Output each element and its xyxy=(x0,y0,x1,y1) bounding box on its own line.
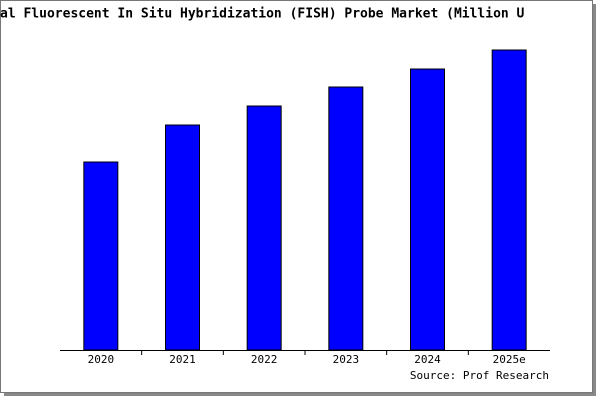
bar xyxy=(491,49,527,351)
x-tick-label: 2020 xyxy=(88,353,115,366)
bar xyxy=(246,105,282,351)
source-note: Source: Prof Research xyxy=(410,369,549,382)
x-tick-label: 2024 xyxy=(414,353,441,366)
x-tick-label: 2025e xyxy=(493,353,526,366)
bar xyxy=(165,124,200,351)
chart-title: al Fluorescent In Situ Hybridization (FI… xyxy=(0,7,525,22)
bar xyxy=(328,86,364,351)
x-tick-label: 2022 xyxy=(251,353,278,366)
bar xyxy=(83,161,119,351)
bar xyxy=(410,68,445,351)
x-tick-label: 2021 xyxy=(169,353,196,366)
x-tick-label: 2023 xyxy=(333,353,360,366)
